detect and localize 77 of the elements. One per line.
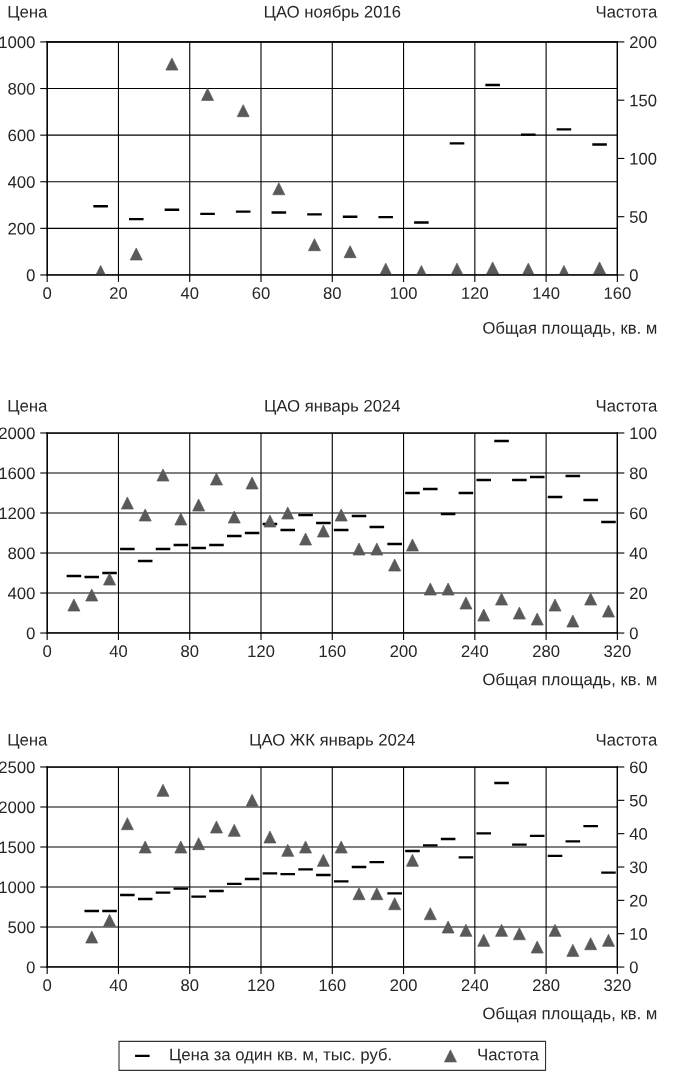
y2-tick-label: 0 bbox=[629, 961, 638, 974]
y2-tick-label: 60 bbox=[630, 761, 648, 774]
x-tick-label: 80 bbox=[181, 979, 199, 992]
y-tick-label: 0 bbox=[26, 961, 35, 974]
x-tick-label: 160 bbox=[319, 979, 346, 992]
y-tick-label: 400 bbox=[7, 176, 35, 188]
x-tick-label: 80 bbox=[323, 287, 341, 300]
y-tick-label: 0 bbox=[26, 627, 35, 640]
y-tick-label: 1000 bbox=[0, 881, 35, 894]
x-tick-label: 40 bbox=[109, 645, 128, 658]
y-tick-label: 1200 bbox=[0, 507, 35, 520]
x-tick-label: 280 bbox=[533, 645, 560, 658]
x-tick-label: 240 bbox=[461, 979, 489, 992]
y2-tick-label: 20 bbox=[630, 894, 648, 907]
y2-tick-label: 100 bbox=[630, 152, 657, 165]
x-tick-label: 0 bbox=[43, 645, 52, 658]
y-tick-label: 2000 bbox=[0, 427, 35, 440]
y-tick-label: 200 bbox=[8, 222, 35, 235]
y2-tick-label: 0 bbox=[629, 269, 638, 282]
y-tick-label: 800 bbox=[8, 547, 35, 560]
y2-tick-label: 30 bbox=[629, 861, 648, 874]
x-tick-label: 140 bbox=[533, 287, 560, 300]
x-tick-label: 40 bbox=[109, 979, 128, 992]
y-axis-title: Цена bbox=[8, 400, 48, 415]
legend-label: Цена за один кв. м, тыс. руб. bbox=[170, 1048, 391, 1064]
x-tick-label: 280 bbox=[533, 979, 560, 992]
y-axis-title: Цена bbox=[8, 6, 48, 21]
x-tick-label: 60 bbox=[252, 287, 270, 300]
y2-tick-label: 20 bbox=[630, 587, 648, 600]
y-axis-title: Цена bbox=[8, 734, 48, 749]
chart-title: ЦАО январь 2024 bbox=[265, 399, 401, 415]
y2-axis-title: Частота bbox=[596, 6, 658, 18]
y-tick-label: 1600 bbox=[0, 467, 35, 480]
x-tick-label: 0 bbox=[43, 979, 52, 992]
x-tick-label: 240 bbox=[461, 645, 489, 658]
y2-tick-label: 0 bbox=[629, 627, 638, 640]
x-tick-label: 320 bbox=[604, 979, 631, 992]
y-tick-label: 500 bbox=[8, 921, 35, 934]
y-tick-label: 0 bbox=[26, 269, 35, 282]
y-tick-label: 1000 bbox=[0, 36, 35, 49]
y2-tick-label: 10 bbox=[630, 928, 648, 940]
chart-title: ЦАО ЖК январь 2024 bbox=[250, 733, 415, 749]
x-axis-title: Общая площадь, кв. м bbox=[483, 1006, 657, 1023]
y-tick-label: 1500 bbox=[0, 841, 35, 854]
x-tick-label: 0 bbox=[43, 287, 52, 300]
x-axis-title: Общая площадь, кв. м bbox=[483, 321, 657, 337]
x-axis-title: Общая площадь, кв. м bbox=[483, 672, 657, 689]
y-tick-label: 400 bbox=[7, 587, 35, 600]
chart-title: ЦАО ноябрь 2016 bbox=[264, 5, 401, 21]
y-tick-label: 2500 bbox=[0, 761, 35, 774]
x-tick-label: 320 bbox=[604, 645, 631, 658]
x-tick-label: 120 bbox=[248, 979, 275, 992]
y2-tick-label: 50 bbox=[629, 794, 648, 807]
y2-tick-label: 40 bbox=[629, 547, 648, 560]
y2-tick-label: 100 bbox=[630, 427, 657, 440]
x-tick-label: 20 bbox=[110, 287, 128, 300]
x-tick-label: 120 bbox=[462, 287, 489, 300]
y2-tick-label: 150 bbox=[630, 94, 657, 107]
x-tick-label: 100 bbox=[390, 287, 417, 300]
x-tick-label: 120 bbox=[248, 645, 275, 658]
x-tick-label: 160 bbox=[604, 287, 631, 300]
x-tick-label: 40 bbox=[180, 287, 199, 300]
y-tick-label: 800 bbox=[8, 82, 35, 95]
y2-axis-title: Частота bbox=[596, 734, 658, 746]
legend-label: Частота bbox=[478, 1048, 539, 1061]
y2-tick-label: 200 bbox=[630, 36, 657, 49]
y-tick-label: 600 bbox=[8, 129, 35, 142]
x-tick-label: 160 bbox=[319, 645, 346, 658]
x-tick-label: 200 bbox=[390, 645, 417, 658]
y2-tick-label: 40 bbox=[629, 828, 648, 840]
y2-tick-label: 50 bbox=[629, 211, 648, 223]
y2-axis-title: Частота bbox=[596, 400, 658, 412]
y2-tick-label: 80 bbox=[629, 467, 648, 480]
x-tick-label: 200 bbox=[390, 979, 417, 992]
x-tick-label: 80 bbox=[181, 645, 199, 658]
y2-tick-label: 60 bbox=[630, 507, 648, 520]
y-tick-label: 2000 bbox=[0, 801, 35, 814]
